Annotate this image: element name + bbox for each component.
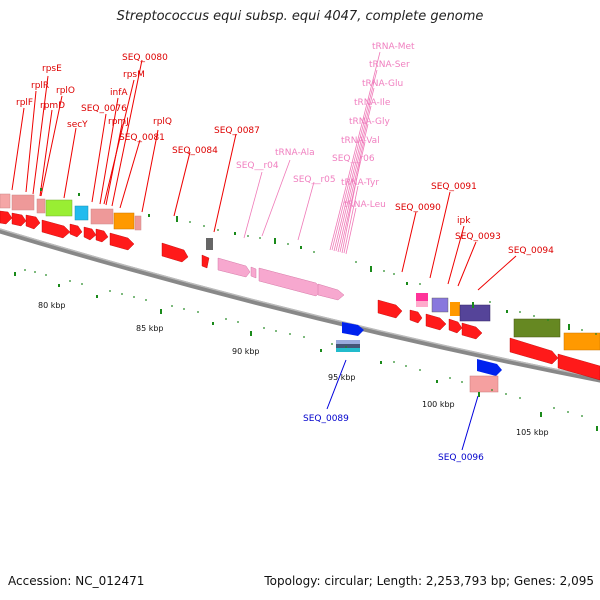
gene-labels-red: rpsE rplR rplF rplO rpmD secY SEQ_0076 i… — [16, 53, 554, 256]
label-SEQ_0094: SEQ_0094 — [508, 246, 554, 256]
scale-105kbp: 105 kbp — [516, 428, 549, 437]
label-tRNA-Ala: tRNA-Ala — [275, 148, 315, 158]
gene-labels-pink: tRNA-Met tRNA-Ser tRNA-Glu tRNA-Ile tRNA… — [236, 42, 415, 210]
label-rpsE: rpsE — [42, 64, 62, 74]
gene-features-lower — [336, 322, 502, 393]
gc-ticks — [14, 188, 598, 431]
label-SEQ__r06: SEQ__r06 — [332, 154, 375, 164]
scale-85kbp: 85 kbp — [136, 324, 164, 333]
genome-summary: Topology: circular; Length: 2,253,793 bp… — [264, 574, 594, 588]
label-SEQ_0096: SEQ_0096 — [438, 453, 484, 463]
genome-backbone — [0, 228, 600, 383]
label-rpmD: rpmD — [40, 101, 65, 111]
rrna-arrows — [217, 257, 345, 301]
gene-arrows-right — [377, 299, 600, 381]
label-tRNA-Glu: tRNA-Glu — [362, 79, 403, 89]
label-rplR: rplR — [31, 81, 49, 91]
label-lines-blue — [326, 359, 479, 451]
label-infA: infA — [110, 88, 128, 98]
label-SEQ_0087: SEQ_0087 — [214, 126, 260, 136]
label-rpsM: rpsM — [123, 70, 145, 80]
gene-box-grey — [206, 238, 213, 250]
label-SEQ_0089: SEQ_0089 — [303, 414, 349, 424]
label-tRNA-Leu: tRNA-Leu — [344, 200, 386, 210]
scale-80kbp: 80 kbp — [38, 301, 66, 310]
accession-label: Accession: NC_012471 — [8, 574, 145, 588]
label-tRNA-Gly: tRNA-Gly — [349, 117, 391, 127]
label-secY: secY — [67, 120, 88, 130]
gene-arrows-left — [0, 210, 210, 269]
label-tRNA-Ile: tRNA-Ile — [354, 98, 391, 108]
gene-boxes-upper-right — [416, 293, 600, 351]
label-ipk: ipk — [457, 216, 471, 226]
label-lines-red — [11, 59, 517, 291]
scale-90kbp: 90 kbp — [232, 347, 260, 356]
gc-dots — [24, 221, 597, 417]
gene-labels-blue: SEQ_0089 SEQ_0096 — [303, 414, 484, 463]
label-SEQ_0084: SEQ_0084 — [172, 146, 218, 156]
label-SEQ__r04: SEQ__r04 — [236, 161, 279, 171]
label-SEQ_0081: SEQ_0081 — [119, 133, 165, 143]
label-lines-pink — [243, 51, 381, 255]
label-SEQ_0080: SEQ_0080 — [122, 53, 168, 63]
genome-title: Streptococcus equi subsp. equi 4047, com… — [116, 9, 484, 24]
label-rplF: rplF — [16, 98, 33, 108]
label-tRNA-Met: tRNA-Met — [372, 42, 415, 52]
label-tRNA-Tyr: tRNA-Tyr — [341, 178, 379, 188]
label-SEQ_0093: SEQ_0093 — [455, 232, 501, 242]
label-SEQ_0076: SEQ_0076 — [81, 104, 127, 114]
label-SEQ_0090: SEQ_0090 — [395, 203, 441, 213]
label-tRNA-Ser: tRNA-Ser — [369, 60, 410, 70]
label-rplO: rplO — [56, 86, 75, 96]
label-tRNA-Val: tRNA-Val — [341, 136, 380, 146]
scale-100kbp: 100 kbp — [422, 400, 455, 409]
label-rplQ: rplQ — [153, 117, 172, 127]
label-SEQ__r05: SEQ__r05 — [293, 175, 336, 185]
label-rpmJ: rpmJ — [108, 117, 129, 127]
scale-95kbp: 95 kbp — [328, 373, 356, 382]
scale-labels: 80 kbp 85 kbp 90 kbp 95 kbp 100 kbp 105 … — [38, 301, 549, 437]
label-SEQ_0091: SEQ_0091 — [431, 182, 477, 192]
gene-boxes-upper-left — [0, 193, 142, 231]
